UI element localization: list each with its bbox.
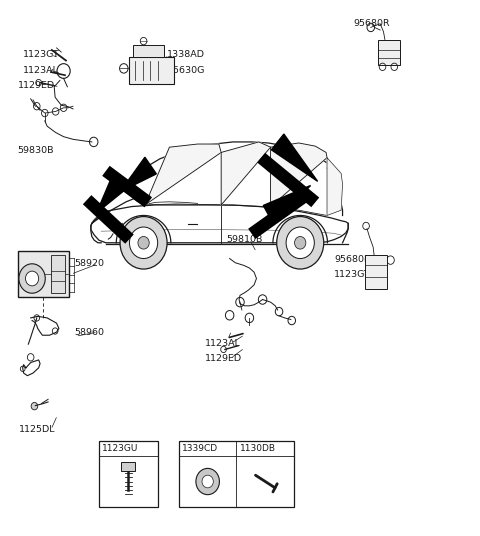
Bar bbox=[130, 57, 174, 84]
Text: 58960: 58960 bbox=[74, 327, 105, 337]
Circle shape bbox=[31, 403, 38, 410]
Bar bbox=[18, 251, 69, 297]
Circle shape bbox=[276, 217, 324, 269]
Text: 58920: 58920 bbox=[74, 259, 105, 269]
Circle shape bbox=[196, 468, 219, 495]
Text: 95680R: 95680R bbox=[353, 19, 390, 28]
Circle shape bbox=[286, 227, 314, 258]
Polygon shape bbox=[221, 142, 271, 205]
Text: 1338AD: 1338AD bbox=[167, 50, 205, 59]
Text: 59810B: 59810B bbox=[226, 235, 262, 243]
Bar bbox=[378, 40, 400, 65]
Polygon shape bbox=[145, 144, 221, 205]
Circle shape bbox=[120, 217, 167, 269]
Text: 1130DB: 1130DB bbox=[240, 444, 276, 453]
Bar bbox=[51, 255, 65, 293]
Text: 1123GT: 1123GT bbox=[334, 270, 371, 279]
Circle shape bbox=[25, 271, 39, 286]
Circle shape bbox=[295, 236, 306, 249]
Polygon shape bbox=[271, 143, 327, 206]
Text: 1123AL: 1123AL bbox=[204, 339, 240, 348]
Text: 1129ED: 1129ED bbox=[17, 81, 55, 90]
Polygon shape bbox=[120, 157, 156, 192]
Circle shape bbox=[19, 264, 45, 293]
Polygon shape bbox=[96, 175, 127, 213]
Text: 95630G: 95630G bbox=[167, 66, 204, 75]
Bar bbox=[121, 461, 135, 471]
Text: 1123AL: 1123AL bbox=[23, 66, 59, 75]
Polygon shape bbox=[271, 134, 318, 181]
Bar bbox=[365, 255, 387, 289]
Circle shape bbox=[202, 475, 213, 488]
Text: 1129ED: 1129ED bbox=[204, 354, 242, 363]
Text: 1339CD: 1339CD bbox=[182, 444, 218, 453]
Circle shape bbox=[130, 227, 157, 258]
Polygon shape bbox=[264, 185, 311, 224]
Text: 1125DL: 1125DL bbox=[19, 425, 55, 434]
Circle shape bbox=[138, 236, 149, 249]
Text: 1123GT: 1123GT bbox=[23, 50, 60, 59]
Bar bbox=[99, 441, 157, 507]
Text: 1123GU: 1123GU bbox=[102, 444, 139, 453]
Text: 95680L: 95680L bbox=[334, 255, 369, 264]
Bar bbox=[179, 441, 294, 507]
Bar bbox=[133, 45, 164, 57]
Text: 59830B: 59830B bbox=[17, 146, 54, 155]
Polygon shape bbox=[327, 158, 343, 215]
